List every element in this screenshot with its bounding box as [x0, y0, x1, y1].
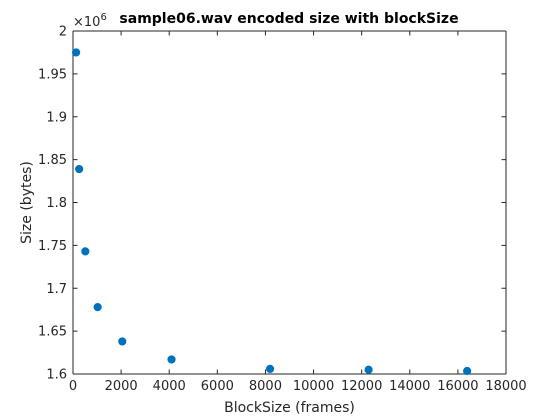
y-tick-label: 1.8: [46, 196, 67, 211]
data-point: [167, 355, 176, 364]
x-tick-label: 6000: [201, 379, 234, 394]
x-tick-label: 14000: [389, 379, 430, 394]
x-tick-label: 2000: [105, 379, 138, 394]
y-axis-label: Size (bytes): [19, 161, 35, 244]
x-tick-label: 10000: [293, 379, 334, 394]
data-point: [81, 247, 90, 256]
y-tick-label: 1.65: [38, 325, 67, 340]
x-tick-label: 4000: [153, 379, 186, 394]
data-point: [75, 164, 84, 174]
y-tick-label: 1.7: [46, 282, 67, 297]
data-point: [265, 364, 275, 373]
plot-area: [73, 31, 506, 374]
x-axis-ticks: 0 2000 4000 6000 8000 10000 12000 14000 16000 180…: [69, 31, 527, 394]
data-point: [463, 366, 472, 376]
data-point: [93, 303, 102, 312]
data-point: [118, 337, 127, 346]
y-tick-label: 1.75: [38, 239, 67, 254]
x-tick-label: 0: [69, 379, 77, 394]
x-tick-label: 8000: [249, 379, 282, 394]
y-tick-label: 2: [59, 25, 67, 40]
y-exponent-label: ×106: [73, 12, 107, 30]
y-axis-ticks: 1.6 1.65 1.7 1.75 1.8 1.85 1.9 1.95 2: [38, 25, 506, 383]
x-tick-label: 16000: [437, 379, 478, 394]
x-tick-label: 12000: [341, 379, 382, 394]
y-tick-label: 1.6: [46, 368, 67, 383]
y-exponent-base: ×10: [73, 15, 100, 30]
data-points: [71, 48, 472, 376]
data-point: [71, 48, 81, 57]
x-tick-label: 18000: [485, 379, 526, 394]
x-axis-label: BlockSize (frames): [224, 400, 355, 416]
y-tick-label: 1.85: [38, 153, 67, 168]
y-tick-label: 1.9: [46, 110, 67, 125]
chart-title: sample06.wav encoded size with blockSize: [119, 11, 458, 27]
y-tick-label: 1.95: [38, 67, 67, 82]
y-exponent-power: 6: [100, 12, 106, 23]
data-point: [364, 365, 373, 374]
